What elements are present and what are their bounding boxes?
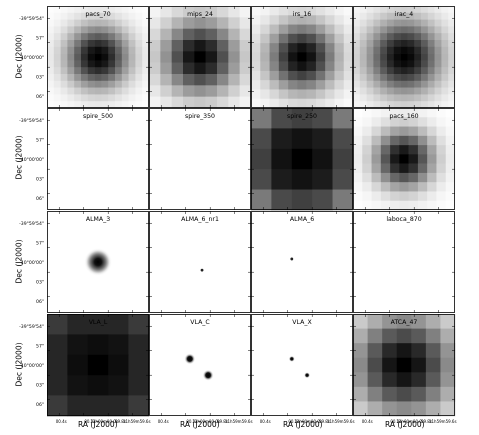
panel-vla-x: VLA_X 00.4s 00.2s12h00m00.0s59.8s11h59m59.… xyxy=(251,314,355,424)
source-point-1 xyxy=(290,257,294,261)
x-tick-label: 00.2s xyxy=(186,419,197,424)
y-tick-label: 03" xyxy=(36,74,44,80)
panel-title: pacs_160 xyxy=(389,113,418,120)
x-axis-label-col1: RA (J2000) xyxy=(78,420,118,429)
y-tick-label: 06" xyxy=(36,94,44,100)
y-tick-label: 57" xyxy=(36,241,44,247)
y-tick-label: 06" xyxy=(36,196,44,202)
panel-pacs-70: pacs_70 -39°59'54" 57" -40°00'00" 03" 06" xyxy=(19,6,150,109)
source-point-2 xyxy=(304,372,311,379)
y-tick-label: 03" xyxy=(36,279,44,285)
y-tick-label: -40°00'00" xyxy=(19,55,44,61)
panel-alma-6-nr1: ALMA_6_nr1 xyxy=(149,211,251,313)
x-tick-label: 59.8s xyxy=(217,419,228,424)
x-tick-label: 12h00m00.0s xyxy=(90,419,118,424)
panel-title: VLA_L xyxy=(89,319,108,326)
panel-title: spire_350 xyxy=(185,113,215,120)
source-point-2 xyxy=(202,369,214,381)
x-tick-label: 12h00m00.0s xyxy=(294,419,322,424)
x-tick-label: 00.4s xyxy=(158,419,169,424)
y-tick-label: -39°59'54" xyxy=(19,324,44,330)
y-tick-label: 57" xyxy=(36,138,44,144)
panel-title: pacs_70 xyxy=(85,11,110,18)
panel-mips-24: mips_24 xyxy=(149,6,252,109)
x-tick-label: 59.8s xyxy=(319,419,330,424)
source-point-1 xyxy=(184,353,196,365)
panel-spire-500: spire_500 -39°59'54" 57" -40°00'00" 03" 06" xyxy=(19,108,149,210)
panel-title: irs_16 xyxy=(293,11,312,18)
panel-irac-4: irac_4 xyxy=(353,6,456,109)
y-tick-label: -39°59'54" xyxy=(19,16,44,22)
x-tick-label: 59.8s xyxy=(115,419,126,424)
panel-atca-47: ATCA_47 00.4s 00.2s12h00m00.0s59.8s11h59m5… xyxy=(353,314,457,424)
y-tick-label: 06" xyxy=(36,402,44,408)
y-tick-label: 03" xyxy=(36,382,44,388)
panel-spire-350: spire_350 xyxy=(149,108,251,210)
panel-alma-6: ALMA_6 xyxy=(251,211,353,313)
panel-vla-l: VLA_L -39°59'54" 57" -40°00'00" 03" 06" 00.4s 0… xyxy=(19,314,151,424)
panel-title: ALMA_3 xyxy=(86,216,110,223)
y-tick-label: 03" xyxy=(36,176,44,182)
panel-title: VLA_C xyxy=(190,319,209,326)
y-axis-label-mid-lower: Dec (J2000) xyxy=(14,239,24,284)
x-axis-label-col2: RA (J2000) xyxy=(180,420,220,429)
panel-vla-c: VLA_C 00.4s 00.2s12h00m00.0s59.8s11h59m59.… xyxy=(149,314,253,424)
x-tick-label: 11h59m59.6s xyxy=(225,419,253,424)
panel-title: ALMA_6_nr1 xyxy=(181,216,219,223)
panel-title: laboca_870 xyxy=(386,216,421,223)
y-axis-label-bottom: Dec (J2000) xyxy=(14,342,24,387)
panel-title: ATCA_47 xyxy=(391,319,418,326)
y-tick-label: -39°59'54" xyxy=(19,221,44,227)
panel-laboca-870: laboca_870 xyxy=(353,211,455,313)
panel-pacs-160: pacs_160 xyxy=(353,108,456,211)
x-tick-label: 00.2s xyxy=(288,419,299,424)
y-tick-label: -39°59'54" xyxy=(19,118,44,124)
y-tick-label: -40°00'00" xyxy=(19,260,44,266)
y-axis-label-top: Dec (J2000) xyxy=(14,34,24,79)
x-tick-label: 12h00m00.0s xyxy=(396,419,424,424)
x-tick-label: 00.4s xyxy=(56,419,67,424)
x-axis-label-col4: RA (J2000) xyxy=(385,420,425,429)
panel-alma-3: ALMA_3 -39°59'54" 57" -40°00'00" 03" 06" xyxy=(19,211,149,313)
panel-title: ALMA_6 xyxy=(290,216,314,223)
y-tick-label: -40°00'00" xyxy=(19,363,44,369)
panel-title: irac_4 xyxy=(395,11,414,18)
x-axis-label-col3: RA (J2000) xyxy=(283,420,323,429)
y-tick-label: 57" xyxy=(36,36,44,42)
x-tick-label: 00.2s xyxy=(84,419,95,424)
panel-title: spire_500 xyxy=(83,113,113,120)
image-panels: pacs_70 -39°59'54" 57" -40°00'00" 03" 06" mips… xyxy=(19,6,457,424)
panel-irs-16: irs_16 xyxy=(251,6,354,109)
x-tick-label: 11h59m59.6s xyxy=(429,419,457,424)
y-tick-label: 06" xyxy=(36,299,44,305)
y-axis-label-mid-upper: Dec (J2000) xyxy=(14,135,24,180)
x-tick-label: 00.2s xyxy=(390,419,401,424)
source-point-1 xyxy=(200,268,204,272)
panel-title: mips_24 xyxy=(187,11,213,18)
source-point-1 xyxy=(288,355,295,362)
x-tick-label: 59.8s xyxy=(421,419,432,424)
x-tick-label: 00.4s xyxy=(260,419,271,424)
x-tick-label: 12h00m00.0s xyxy=(192,419,220,424)
panel-title: VLA_X xyxy=(292,319,312,326)
x-tick-label: 00.4s xyxy=(362,419,373,424)
x-tick-label: 11h59m59.6s xyxy=(123,419,151,424)
y-tick-label: 57" xyxy=(36,344,44,350)
y-tick-label: -40°00'00" xyxy=(19,157,44,163)
panel-title: spire_250 xyxy=(287,113,317,120)
x-tick-label: 11h59m59.6s xyxy=(327,419,355,424)
panel-spire-250: spire_250 xyxy=(251,108,354,211)
